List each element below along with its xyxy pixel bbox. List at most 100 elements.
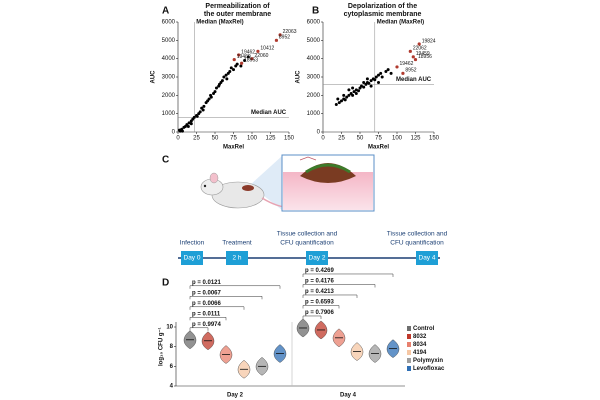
y-tick-label: 5000 (307, 38, 321, 44)
point-label: 18956 (418, 54, 432, 60)
chart-title: the outer membrane (204, 11, 271, 18)
x-tick-label: 125 (265, 136, 276, 142)
point (207, 97, 211, 101)
highlight-point (401, 71, 405, 75)
point (225, 77, 229, 81)
timeline-label: Tissue collection and (277, 231, 338, 238)
chart-title: cytoplasmic membrane (344, 11, 422, 18)
timeline-box (416, 251, 438, 265)
comparison-bracket (302, 315, 322, 319)
point (347, 93, 351, 97)
y-tick-label: 3000 (307, 75, 321, 81)
y-tick-label: 1000 (162, 111, 176, 117)
point-label: 18953 (244, 58, 258, 64)
point (386, 68, 390, 72)
point (243, 59, 247, 62)
point-label: 19460 (237, 54, 251, 60)
timeline-label: CFU quantification (280, 240, 334, 247)
point (201, 108, 205, 112)
timeline-box (181, 251, 203, 265)
point (217, 82, 221, 86)
panel-label: C (162, 155, 169, 166)
legend-swatch (407, 358, 411, 363)
x-tick-label: 75 (375, 136, 382, 142)
point (222, 75, 226, 79)
median-label: Median (MaxRel) (196, 20, 243, 26)
y-tick-label: 6 (170, 364, 174, 370)
p-value: p = 0.0111 (192, 311, 221, 317)
point (213, 90, 217, 94)
y-tick-label: 0 (172, 130, 176, 136)
y-tick-label: 6000 (307, 20, 321, 26)
p-value: p = 0.4269 (305, 268, 335, 274)
point (209, 93, 213, 97)
y-tick-label: 2000 (307, 93, 321, 99)
point (345, 95, 349, 99)
x-tick-label: 25 (338, 136, 345, 142)
timeline-label: Tissue collection and (387, 231, 448, 238)
y-tick-label: 1000 (307, 111, 321, 117)
p-value: p = 0.0066 (192, 301, 222, 307)
point-label: 10412 (260, 46, 274, 52)
x-tick-label: 75 (230, 136, 237, 142)
x-tick-label: 100 (247, 136, 258, 142)
point (347, 88, 351, 92)
y-axis-label: AUC (151, 70, 157, 84)
x-tick-label: Day 4 (340, 393, 357, 399)
p-value: p = 0.0067 (192, 290, 222, 296)
panel-label: B (312, 6, 319, 17)
point (180, 129, 184, 133)
point-label: 22062 (413, 46, 427, 52)
point (367, 81, 371, 85)
y-tick-label: 4 (170, 384, 174, 390)
point-label: 22060 (255, 53, 269, 59)
point (198, 110, 202, 114)
y-tick-label: 4000 (307, 56, 321, 62)
point (351, 93, 355, 97)
y-tick-label: 2000 (162, 93, 176, 99)
legend-label: 4194 (413, 350, 427, 356)
point (380, 75, 384, 79)
x-tick-label: 50 (212, 136, 219, 142)
y-tick-label: 0 (317, 130, 321, 136)
y-axis-label: AUC (296, 70, 302, 84)
x-tick-label: 125 (410, 136, 421, 142)
point (228, 70, 232, 73)
point-label: 19462 (241, 49, 255, 55)
legend-label: 8034 (413, 342, 427, 348)
point-label: 22063 (283, 29, 297, 35)
x-tick-label: 100 (392, 136, 403, 142)
point (379, 71, 383, 75)
timeline-label: Treatment (222, 240, 252, 247)
point (369, 79, 373, 83)
timeline-box (306, 251, 328, 265)
x-tick-label: 0 (321, 136, 325, 142)
point (192, 115, 196, 119)
p-value: p = 0.6593 (305, 300, 335, 306)
y-axis-label: log₁₀ CFU g⁻¹ (158, 327, 165, 366)
point (357, 89, 361, 93)
timeline-box (226, 251, 248, 265)
comparison-bracket (302, 284, 376, 288)
median-label: Median (MaxRel) (377, 20, 424, 26)
highlight-point (256, 49, 260, 53)
point-label: 19824 (422, 38, 436, 44)
p-value: p = 0.7906 (305, 310, 335, 316)
p-value: p = 0.9974 (192, 322, 222, 328)
point (195, 114, 199, 118)
y-tick-label: 4000 (162, 56, 176, 62)
legend-label: Levofloxac (413, 366, 445, 372)
point (343, 98, 347, 102)
point (374, 75, 378, 79)
timeline-box-label: 2 h (232, 255, 241, 262)
y-tick-label: 3000 (162, 75, 176, 81)
y-tick-label: 5000 (162, 38, 176, 44)
x-tick-label: Day 2 (227, 393, 244, 399)
legend-swatch (407, 326, 411, 331)
legend-label: Control (413, 326, 435, 332)
median-label: Median AUC (251, 110, 287, 116)
y-tick-label: 10 (166, 325, 173, 331)
highlight-point (411, 55, 415, 59)
point (369, 84, 373, 88)
point (246, 55, 250, 59)
